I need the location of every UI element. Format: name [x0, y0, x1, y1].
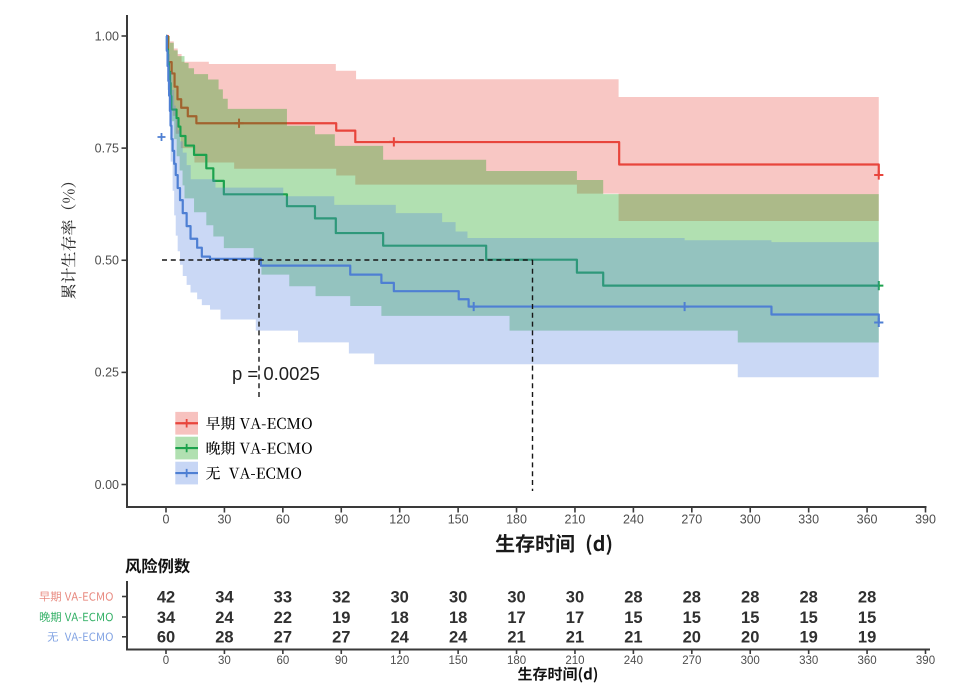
svg-text:24: 24 [449, 629, 468, 647]
svg-text:150: 150 [448, 513, 469, 527]
svg-text:60: 60 [276, 513, 290, 527]
svg-text:15: 15 [683, 609, 701, 627]
svg-text:270: 270 [681, 513, 702, 527]
svg-text:120: 120 [390, 655, 409, 667]
svg-text:28: 28 [741, 589, 759, 607]
svg-text:20: 20 [741, 629, 759, 647]
svg-text:300: 300 [741, 655, 760, 667]
svg-text:120: 120 [389, 513, 410, 527]
svg-text:60: 60 [276, 655, 289, 667]
svg-text:390: 390 [916, 655, 935, 667]
svg-text:15: 15 [799, 609, 817, 627]
svg-text:22: 22 [274, 609, 292, 627]
svg-text:18: 18 [391, 609, 409, 627]
svg-text:18: 18 [449, 609, 467, 627]
svg-text:0: 0 [163, 513, 170, 527]
svg-text:0.25: 0.25 [95, 366, 119, 380]
svg-text:240: 240 [624, 655, 643, 667]
svg-text:360: 360 [857, 655, 876, 667]
svg-text:30: 30 [566, 589, 584, 607]
svg-text:34: 34 [215, 589, 234, 607]
svg-text:210: 210 [565, 513, 586, 527]
svg-text:28: 28 [799, 589, 817, 607]
svg-text:30: 30 [218, 655, 231, 667]
svg-text:90: 90 [335, 655, 348, 667]
svg-text:390: 390 [915, 513, 936, 527]
svg-text:15: 15 [624, 609, 642, 627]
svg-text:33: 33 [274, 589, 292, 607]
svg-text:30: 30 [449, 589, 467, 607]
svg-text:34: 34 [157, 609, 176, 627]
svg-text:24: 24 [215, 609, 234, 627]
svg-text:17: 17 [507, 609, 525, 627]
svg-text:150: 150 [449, 655, 468, 667]
svg-text:24: 24 [391, 629, 410, 647]
svg-text:21: 21 [507, 629, 525, 647]
svg-text:360: 360 [857, 513, 878, 527]
svg-text:19: 19 [858, 629, 876, 647]
svg-text:28: 28 [858, 589, 876, 607]
svg-text:28: 28 [215, 629, 233, 647]
svg-text:30: 30 [391, 589, 409, 607]
svg-text:27: 27 [332, 629, 350, 647]
svg-text:330: 330 [799, 655, 818, 667]
svg-text:19: 19 [799, 629, 817, 647]
svg-text:90: 90 [334, 513, 348, 527]
svg-text:0.00: 0.00 [95, 478, 119, 492]
svg-text:20: 20 [683, 629, 701, 647]
svg-text:19: 19 [332, 609, 350, 627]
svg-text:17: 17 [566, 609, 584, 627]
svg-text:0.50: 0.50 [95, 254, 119, 268]
svg-text:330: 330 [798, 513, 819, 527]
svg-text:21: 21 [566, 629, 584, 647]
svg-text:270: 270 [682, 655, 701, 667]
svg-text:300: 300 [740, 513, 761, 527]
svg-text:42: 42 [157, 589, 175, 607]
svg-text:21: 21 [624, 629, 642, 647]
svg-text:0: 0 [163, 655, 169, 667]
svg-text:32: 32 [332, 589, 350, 607]
svg-text:27: 27 [274, 629, 292, 647]
svg-text:0.75: 0.75 [95, 141, 119, 155]
svg-text:15: 15 [858, 609, 876, 627]
svg-text:30: 30 [507, 589, 525, 607]
svg-text:180: 180 [506, 513, 527, 527]
svg-text:p = 0.0025: p = 0.0025 [232, 363, 320, 384]
svg-text:60: 60 [157, 629, 175, 647]
svg-text:210: 210 [565, 655, 584, 667]
svg-text:28: 28 [624, 589, 642, 607]
svg-text:180: 180 [507, 655, 526, 667]
svg-text:30: 30 [217, 513, 231, 527]
svg-text:28: 28 [683, 589, 701, 607]
svg-text:15: 15 [741, 609, 759, 627]
svg-text:1.00: 1.00 [95, 29, 119, 43]
svg-text:240: 240 [623, 513, 644, 527]
